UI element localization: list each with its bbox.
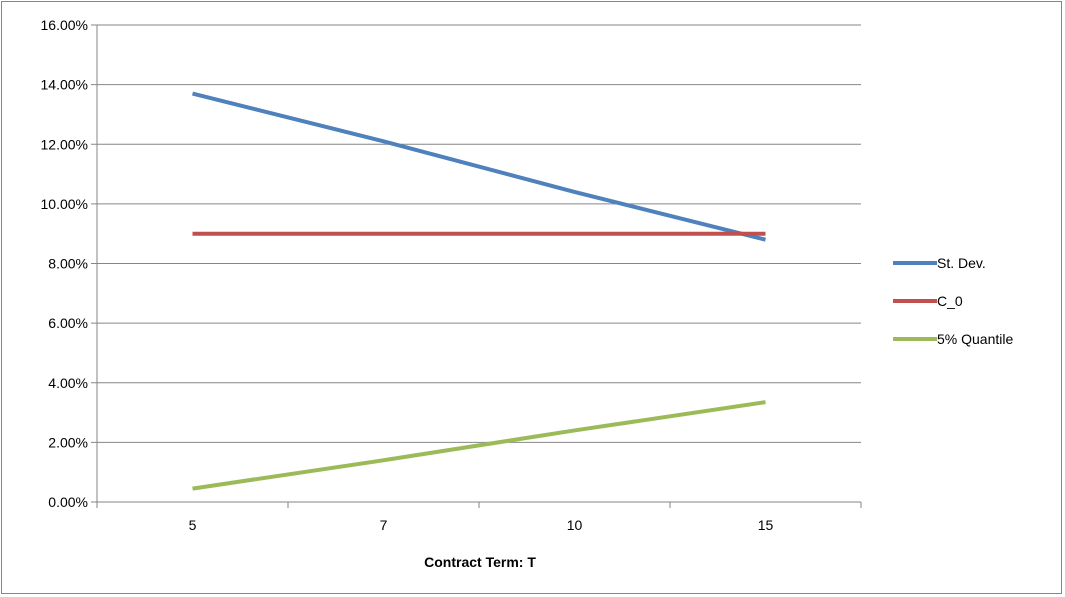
- y-tick-label: 10.00%: [41, 196, 88, 212]
- legend-label: 5% Quantile: [937, 331, 1013, 347]
- x-tick-label: 10: [567, 517, 583, 533]
- x-tick-label: 15: [758, 517, 774, 533]
- y-tick-label: 2.00%: [48, 434, 88, 450]
- x-tick-labels: 5 7 10 15: [189, 517, 774, 533]
- axes: [91, 24, 862, 508]
- series-line-0: [192, 91, 766, 242]
- series-line-2: [192, 400, 766, 491]
- x-tick-label: 5: [189, 517, 197, 533]
- y-tick-label: 12.00%: [41, 136, 88, 152]
- legend-label: C_0: [937, 293, 963, 309]
- legend: St. Dev. C_0 5% Quantile: [893, 255, 1013, 347]
- y-tick-label: 14.00%: [41, 77, 88, 93]
- x-axis-title: Contract Term: T: [424, 554, 536, 570]
- y-tick-label: 0.00%: [48, 494, 88, 510]
- y-tick-label: 4.00%: [48, 375, 88, 391]
- series-lines: [192, 91, 766, 491]
- y-tick-label: 6.00%: [48, 315, 88, 331]
- y-tick-label: 16.00%: [41, 17, 88, 33]
- y-tick-labels: 0.00% 2.00% 4.00% 6.00% 8.00% 10.00% 12.00% 14.…: [41, 17, 88, 510]
- x-tick-label: 7: [380, 517, 388, 533]
- legend-label: St. Dev.: [937, 255, 986, 271]
- gridlines: [97, 24, 861, 443]
- y-tick-label: 8.00%: [48, 256, 88, 272]
